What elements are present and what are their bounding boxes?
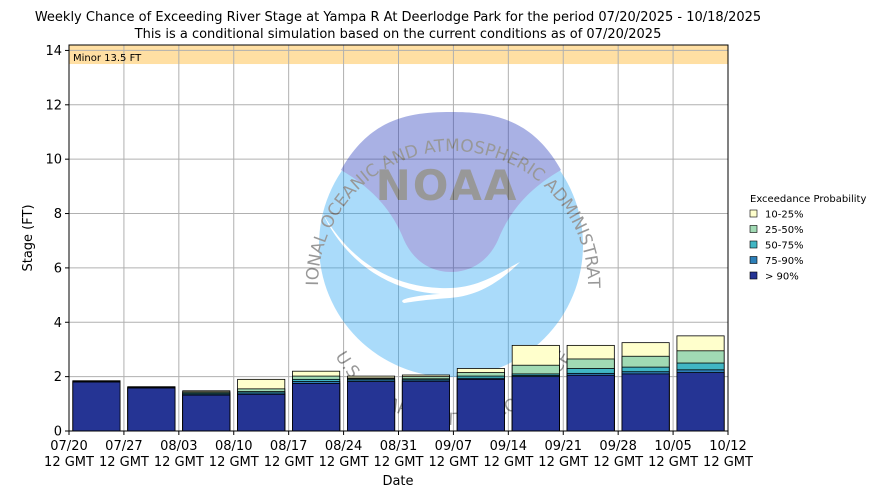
x-tick-time: 12 GMT (703, 455, 753, 470)
bar-90-7 (456, 378, 505, 432)
bar-90-6 (401, 380, 450, 432)
x-tick-date: 07/27 (105, 439, 142, 454)
y-tick-label: 12 (45, 98, 62, 113)
chart-title: Weekly Chance of Exceeding River Stage a… (35, 10, 761, 25)
x-tick-time: 12 GMT (483, 455, 533, 470)
bar-90-0 (72, 381, 121, 432)
x-tick-date: 09/14 (490, 439, 527, 454)
bar-90-4 (292, 383, 341, 432)
y-tick-label: 10 (45, 153, 62, 168)
x-tick-date: 09/28 (599, 439, 636, 454)
x-tick-date: 10/05 (654, 439, 691, 454)
x-tick-date: 08/24 (325, 439, 362, 454)
x-tick-date: 09/21 (545, 439, 582, 454)
x-tick-date: 07/20 (50, 439, 87, 454)
y-tick-label: 6 (54, 261, 62, 276)
legend-swatch (749, 271, 758, 280)
bar-90-8 (511, 376, 560, 432)
bar-90-1 (127, 387, 176, 432)
y-tick-label: 14 (45, 44, 62, 59)
y-axis: 0 2 4 6 8 10 12 14 (45, 44, 69, 440)
noaa-logo-wordmark: NOAA (376, 161, 519, 210)
legend-swatch (749, 225, 758, 233)
x-axis-label: Date (382, 474, 413, 489)
legend-label: 50-75% (765, 241, 804, 252)
legend: Exceedance Probability 10-25% 25-50% 50-75… (749, 194, 866, 283)
legend-title: Exceedance Probability (750, 194, 866, 205)
noaa-logo-seagull (341, 112, 561, 272)
noaa-logo-disc (319, 113, 583, 377)
legend-label: 75-90% (765, 256, 804, 267)
x-tick-time: 12 GMT (538, 455, 588, 470)
legend-swatch (749, 209, 758, 218)
bar-90-5 (347, 381, 396, 432)
legend-label: 25-50% (765, 225, 804, 236)
y-axis-label: Stage (FT) (21, 204, 36, 271)
legend-swatch (749, 240, 758, 249)
x-tick-time: 12 GMT (99, 455, 149, 470)
x-tick-time: 12 GMT (319, 455, 369, 470)
y-tick-label: 0 (54, 425, 62, 440)
y-tick-label: 8 (54, 207, 62, 222)
bar-90-3 (237, 393, 286, 432)
x-tick-time: 12 GMT (648, 455, 698, 470)
legend-label: 10-25% (765, 210, 804, 221)
x-tick-time: 12 GMT (44, 455, 94, 470)
legend-label: > 90% (765, 272, 799, 283)
plot-area: NOAA NATIONAL OCEANIC AND ATMOSPHERIC AD… (0, 0, 729, 432)
x-tick-date: 08/17 (270, 439, 307, 454)
bar-90-10 (621, 373, 670, 432)
x-tick-time: 12 GMT (374, 455, 424, 470)
x-tick-date: 08/03 (160, 439, 197, 454)
x-tick-date: 10/12 (709, 439, 746, 454)
minor-flood-label: Minor 13.5 FT (73, 53, 142, 64)
y-tick-label: 4 (54, 316, 62, 331)
chart-subtitle: This is a conditional simulation based o… (134, 27, 662, 42)
bar-90-9 (566, 374, 615, 432)
x-tick-date: 08/31 (380, 439, 417, 454)
legend-swatch (749, 256, 758, 264)
x-tick-time: 12 GMT (593, 455, 643, 470)
y-tick-label: 2 (54, 370, 62, 385)
bar-90-11 (676, 372, 725, 432)
x-tick-time: 12 GMT (428, 455, 478, 470)
x-tick-date: 09/07 (435, 439, 472, 454)
bar-90-2 (182, 394, 231, 432)
x-tick-date: 08/10 (215, 439, 252, 454)
x-tick-time: 12 GMT (264, 455, 314, 470)
x-tick-time: 12 GMT (209, 455, 259, 470)
x-tick-time: 12 GMT (154, 455, 204, 470)
